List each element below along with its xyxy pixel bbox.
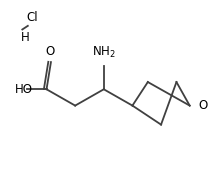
Text: NH$_2$: NH$_2$ [92,45,116,60]
Text: O: O [45,45,54,59]
Text: Cl: Cl [27,11,38,24]
Text: HO: HO [14,83,33,96]
Text: O: O [198,99,208,112]
Text: H: H [21,31,30,44]
